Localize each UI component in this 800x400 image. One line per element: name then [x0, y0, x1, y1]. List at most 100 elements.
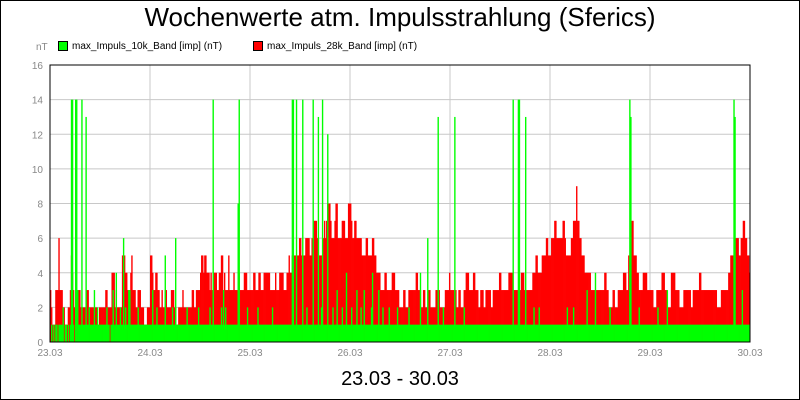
bar-28k-band	[422, 290, 425, 342]
bar-10k-band	[348, 324, 351, 342]
bar-10k-band	[721, 324, 724, 342]
bar-10k-band	[80, 324, 82, 342]
bar-28k-band	[319, 255, 322, 342]
bar-28k-band	[572, 220, 575, 342]
bar-28k-band	[578, 220, 580, 342]
bar-28k-band	[450, 290, 452, 342]
bar-28k-band	[127, 290, 129, 342]
bar-10k-band	[412, 324, 414, 342]
bar-28k-band	[376, 272, 378, 342]
bar-28k-band	[59, 290, 61, 342]
bar-10k-band	[607, 324, 609, 342]
bar-10k-band	[242, 324, 245, 342]
bar-10k-band	[130, 324, 132, 342]
bar-28k-band	[203, 272, 205, 342]
bar-10k-band	[715, 324, 718, 342]
bar-10k-band	[509, 324, 511, 342]
bar-10k-band	[697, 324, 700, 342]
bar-28k-band	[656, 290, 658, 342]
bar-28k-band	[543, 255, 546, 342]
bar-10k-band	[182, 324, 184, 342]
bar-10k-band	[493, 324, 496, 342]
bar-10k-band	[438, 324, 440, 342]
bar-10k-band	[377, 324, 379, 342]
bar-10k-band	[532, 324, 534, 342]
bar-10k-band	[504, 324, 506, 342]
bar-10k-band	[209, 307, 211, 343]
bar-28k-band	[377, 272, 379, 342]
bar-10k-band	[421, 324, 424, 342]
legend-swatch-green-icon	[58, 41, 68, 51]
bar-10k-band	[401, 324, 403, 342]
bar-28k-band	[417, 290, 420, 342]
bar-10k-band	[361, 324, 363, 342]
bar-10k-band	[341, 307, 344, 343]
bar-10k-band	[153, 324, 155, 342]
bar-10k-band	[114, 324, 116, 342]
bar-28k-band	[612, 290, 614, 342]
bar-10k-band	[521, 324, 524, 342]
bar-10k-band	[456, 324, 458, 342]
bar-28k-band	[643, 272, 646, 342]
bar-10k-band	[729, 324, 731, 342]
bar-10k-band	[296, 324, 299, 342]
bar-10k-band	[663, 324, 665, 342]
bar-10k-band	[738, 324, 740, 342]
bar-28k-band	[636, 272, 638, 342]
bar-28k-band	[591, 290, 594, 342]
bar-10k-band	[502, 324, 504, 342]
bar-10k-band	[115, 272, 118, 342]
bar-28k-band	[728, 272, 730, 342]
bar-10k-band	[53, 324, 55, 342]
bar-10k-band	[653, 324, 655, 342]
bar-10k-band	[405, 324, 407, 342]
bar-10k-band	[128, 290, 130, 342]
bar-10k-band	[656, 324, 658, 342]
bar-10k-band	[741, 290, 744, 342]
bar-28k-band	[689, 290, 691, 342]
bar-10k-band	[292, 99, 295, 343]
bar-28k-band	[606, 290, 608, 342]
bar-10k-band	[84, 324, 86, 342]
bar-10k-band	[143, 324, 146, 342]
bar-10k-band	[154, 324, 156, 342]
bar-28k-band	[259, 272, 261, 342]
bar-10k-band	[304, 324, 306, 342]
bar-28k-band	[565, 255, 568, 342]
bar-10k-band	[526, 324, 528, 342]
bar-10k-band	[107, 324, 109, 342]
bar-10k-band	[416, 324, 419, 342]
bar-28k-band	[523, 290, 526, 342]
bar-28k-band	[309, 255, 311, 342]
bar-10k-band	[159, 324, 161, 342]
bar-28k-band	[61, 290, 63, 342]
bar-10k-band	[452, 324, 454, 342]
bar-10k-band	[462, 324, 464, 342]
bar-28k-band	[722, 290, 725, 342]
bar-28k-band	[576, 186, 578, 342]
bar-10k-band	[713, 324, 715, 342]
bar-28k-band	[550, 255, 552, 342]
bar-10k-band	[228, 324, 230, 342]
bar-10k-band	[536, 324, 538, 342]
bar-28k-band	[721, 290, 724, 342]
bar-28k-band	[605, 272, 607, 342]
bar-10k-band	[589, 324, 591, 342]
bar-10k-band	[555, 324, 557, 342]
bar-10k-band	[230, 324, 232, 342]
bar-10k-band	[262, 324, 264, 342]
bar-28k-band	[627, 290, 629, 342]
bar-28k-band	[553, 238, 555, 343]
bar-28k-band	[60, 290, 62, 342]
bar-28k-band	[165, 290, 168, 342]
bar-10k-band	[61, 324, 63, 342]
bar-28k-band	[712, 290, 714, 342]
bar-28k-band	[470, 290, 473, 342]
bar-28k-band	[560, 238, 562, 343]
bar-10k-band	[609, 307, 611, 343]
bar-10k-band	[619, 324, 622, 342]
bar-28k-band	[284, 290, 286, 342]
y-tick-label: 16	[32, 61, 44, 72]
bar-10k-band	[465, 324, 468, 342]
bar-28k-band	[265, 272, 268, 342]
